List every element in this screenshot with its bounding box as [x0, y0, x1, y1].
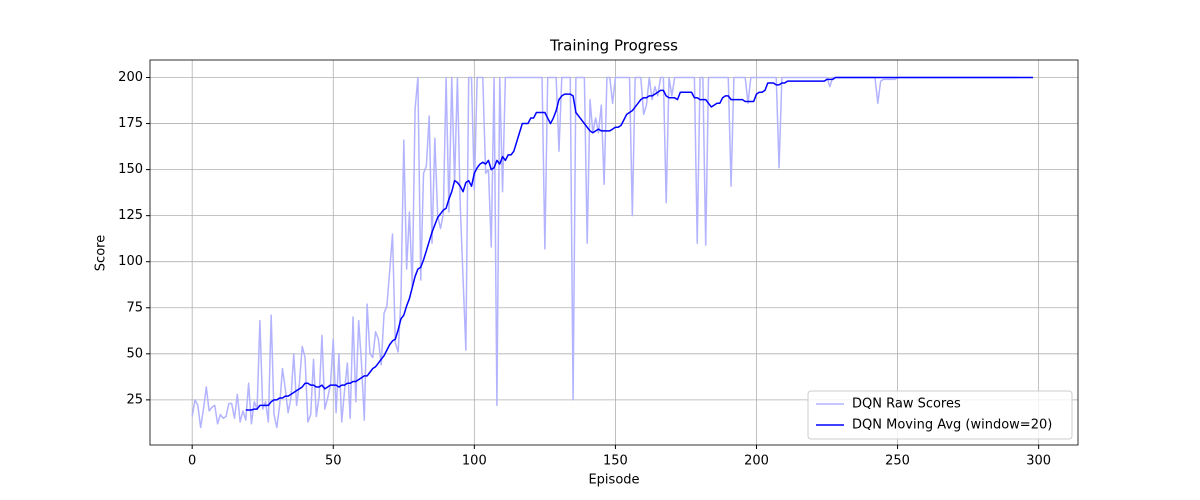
chart-title: Training Progress [549, 37, 678, 55]
y-tick-label: 200 [118, 70, 143, 85]
series-line [191, 76, 1019, 429]
axes-frame [149, 59, 1079, 446]
y-tick-label: 175 [118, 116, 143, 131]
y-tick-label: 150 [118, 162, 143, 177]
x-tick-label: 300 [1026, 454, 1051, 469]
legend: DQN Raw Scores DQN Moving Avg (window=20) [807, 390, 1073, 440]
x-tick-label: 150 [603, 454, 628, 469]
x-tick-label: 250 [885, 454, 910, 469]
y-tick-label: 25 [126, 392, 143, 407]
y-axis-label: Score [94, 235, 109, 271]
x-tick-label: 100 [462, 454, 487, 469]
series-line [245, 76, 1033, 411]
legend-label: DQN Raw Scores [852, 397, 961, 412]
legend-box [807, 390, 1073, 440]
y-tick-label: 50 [126, 346, 143, 361]
x-axis-label: Episode [588, 473, 639, 488]
y-tick-label: 100 [118, 254, 143, 269]
x-tick-label: 50 [325, 454, 342, 469]
y-tick-label: 125 [118, 208, 143, 223]
y-tick-label: 75 [126, 300, 143, 315]
legend-label: DQN Moving Avg (window=20) [852, 418, 1052, 433]
x-tick-label: 0 [188, 454, 196, 469]
x-tick-label: 200 [744, 454, 769, 469]
